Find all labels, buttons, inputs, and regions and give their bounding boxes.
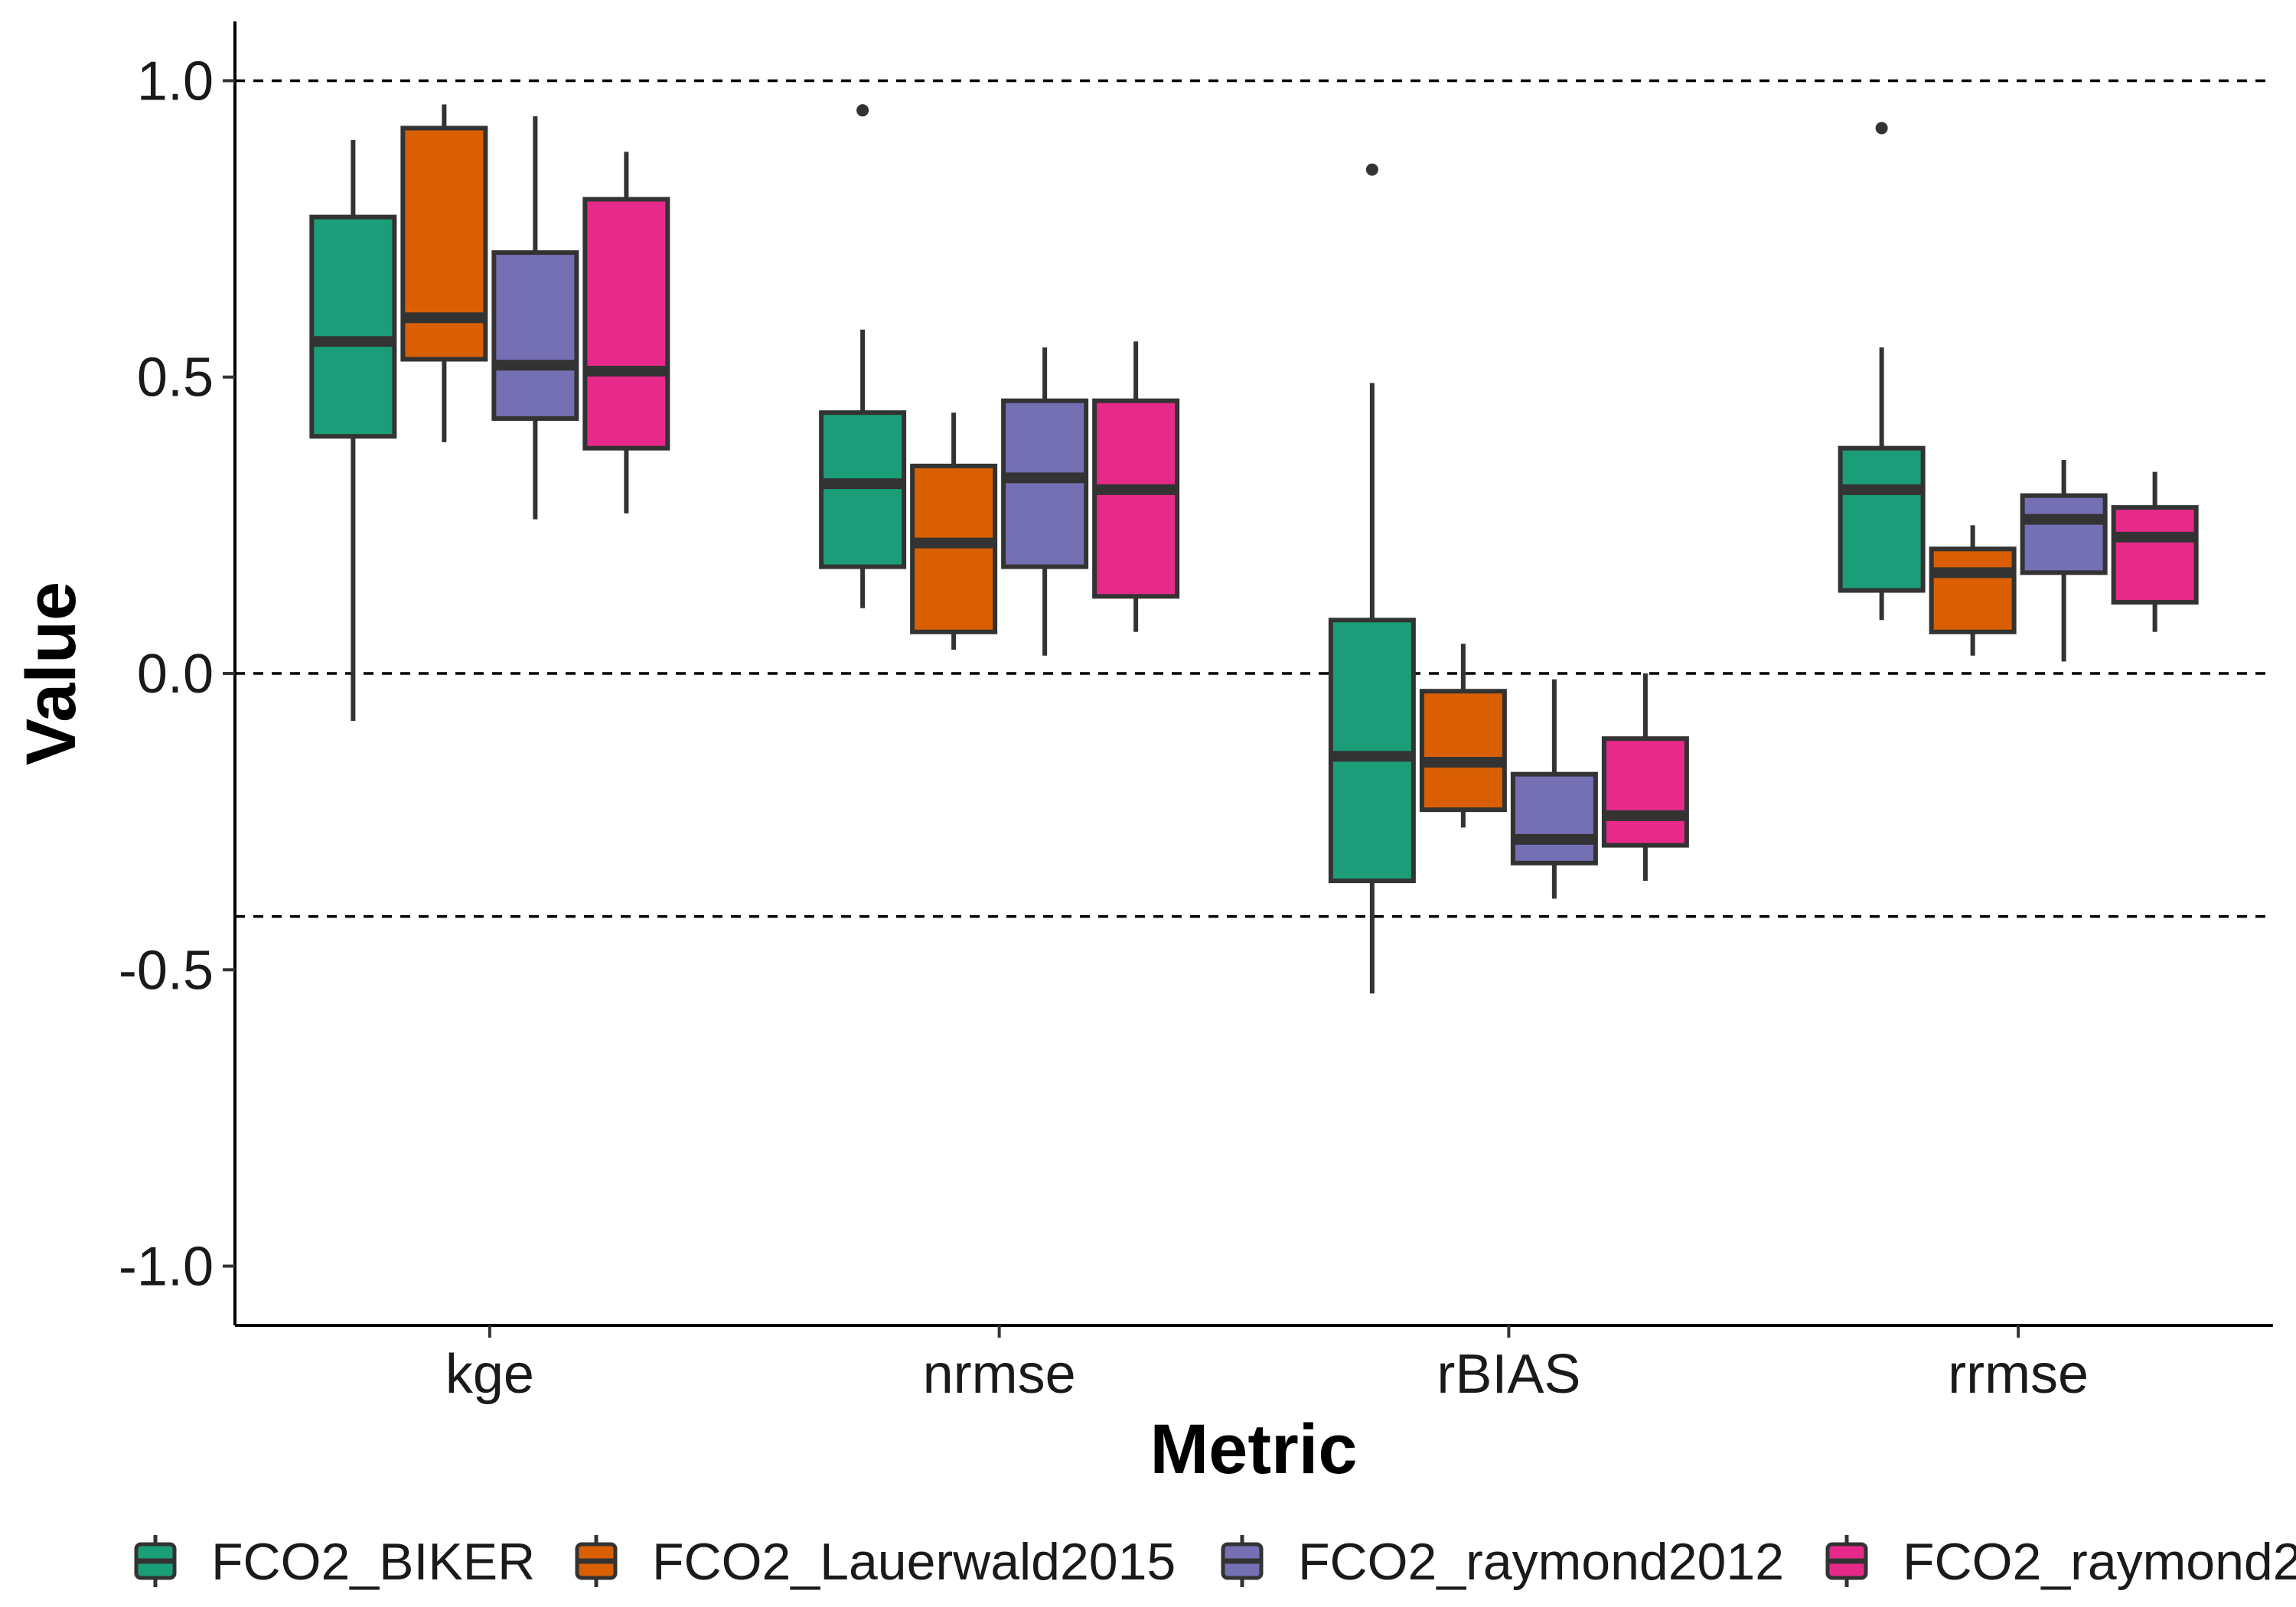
box-rBIAS-1: [1419, 644, 1507, 828]
legend-label: FCO2_Lauerwald2015: [652, 1533, 1176, 1591]
x-tick-label: nrmse: [923, 1344, 1076, 1405]
box-kge-3: [582, 152, 670, 513]
box-rrmse-2: [2020, 460, 2108, 662]
box-rrmse-1: [1929, 525, 2017, 656]
y-tick-label: -0.5: [119, 940, 214, 1001]
box-rrmse-3: [2111, 471, 2199, 632]
y-ticks: 1.0 0.5 0.0 -0.5 -1.0: [119, 51, 235, 1298]
x-ticks: kge nrmse rBIAS rrmse: [445, 1325, 2089, 1405]
box-nrmse-3: [1092, 341, 1180, 632]
box: [1929, 546, 2017, 634]
y-axis-title: Value: [12, 582, 90, 765]
legend-item: FCO2_BIKER: [134, 1533, 535, 1591]
box: [1838, 445, 1926, 593]
y-tick-label: 0.5: [137, 347, 214, 409]
legend-label: FCO2_raymond2012: [1298, 1533, 1784, 1591]
box: [309, 214, 397, 439]
y-tick-label: 0.0: [137, 644, 214, 705]
x-axis-title: Metric: [1150, 1410, 1358, 1488]
box: [2020, 493, 2108, 575]
box: [1001, 398, 1089, 569]
outlier-point: [1365, 163, 1378, 176]
box: [400, 125, 488, 362]
reference-lines: [235, 79, 2273, 918]
x-tick-label: rrmse: [1948, 1344, 2089, 1405]
box: [1419, 689, 1507, 813]
box-rrmse-0: [1838, 122, 1926, 621]
legend-item: FCO2_raymond2012: [1221, 1533, 1784, 1591]
box-kge-0: [309, 139, 397, 721]
box: [1092, 398, 1180, 599]
legend-label: FCO2_raymond2: [1903, 1533, 2296, 1591]
outlier-point: [1875, 122, 1888, 135]
box: [1510, 771, 1598, 865]
legend: FCO2_BIKER FCO2_Lauerwald2015 FCO2_raymond…: [134, 1533, 2296, 1591]
box: [910, 463, 998, 634]
box: [2111, 505, 2199, 605]
legend-item: FCO2_Lauerwald2015: [575, 1533, 1176, 1591]
box-groups: [309, 104, 2199, 994]
box: [582, 197, 670, 451]
box-nrmse-0: [819, 104, 907, 608]
box: [491, 250, 579, 421]
legend-label: FCO2_BIKER: [211, 1533, 535, 1591]
box: [1328, 618, 1416, 884]
box-nrmse-2: [1001, 347, 1089, 656]
box: [819, 410, 907, 569]
box-kge-1: [400, 104, 488, 442]
legend-item: FCO2_raymond2: [1825, 1533, 2296, 1591]
y-tick-label: -1.0: [119, 1237, 214, 1298]
box-nrmse-1: [910, 412, 998, 650]
x-tick-label: rBIAS: [1437, 1344, 1580, 1405]
y-tick-label: 1.0: [137, 51, 214, 112]
box-rBIAS-0: [1328, 163, 1416, 994]
box: [1601, 736, 1689, 848]
box-rBIAS-3: [1601, 673, 1689, 882]
outlier-point: [856, 104, 869, 117]
box-rBIAS-2: [1510, 679, 1598, 899]
box-kge-2: [491, 116, 579, 520]
x-tick-label: kge: [445, 1344, 534, 1405]
